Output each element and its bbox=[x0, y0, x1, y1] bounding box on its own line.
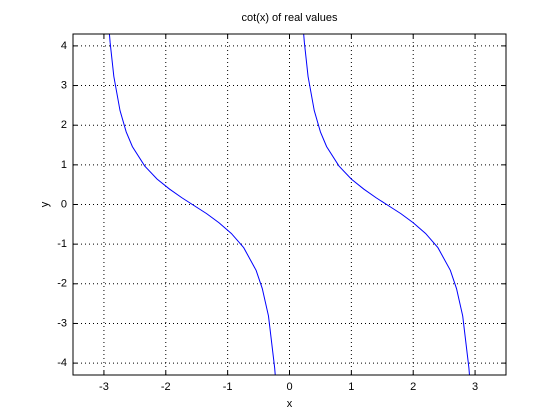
data-line bbox=[108, 34, 470, 375]
x-tick-label: -1 bbox=[223, 381, 233, 393]
y-tick-label: -1 bbox=[57, 238, 67, 250]
y-tick-label: -2 bbox=[57, 278, 67, 290]
y-tick-label: -3 bbox=[57, 317, 67, 329]
y-tick-label: -4 bbox=[57, 357, 67, 369]
x-tick-label: 0 bbox=[286, 381, 292, 393]
y-tick-label: 1 bbox=[61, 159, 67, 171]
x-tick-label: 1 bbox=[348, 381, 354, 393]
chart-title: cot(x) of real values bbox=[242, 12, 338, 24]
y-tick-label: 0 bbox=[61, 198, 67, 210]
x-tick-label: -2 bbox=[161, 381, 171, 393]
y-axis-label: y bbox=[39, 201, 51, 207]
axes-box bbox=[72, 33, 507, 376]
x-axis-label: x bbox=[287, 398, 293, 410]
y-tick-label: 4 bbox=[61, 40, 67, 52]
y-tick-label: 2 bbox=[61, 119, 67, 131]
x-tick-label: 2 bbox=[410, 381, 416, 393]
x-tick-label: 3 bbox=[472, 381, 478, 393]
y-tick-label: 3 bbox=[61, 79, 67, 91]
x-tick-label: -3 bbox=[99, 381, 109, 393]
